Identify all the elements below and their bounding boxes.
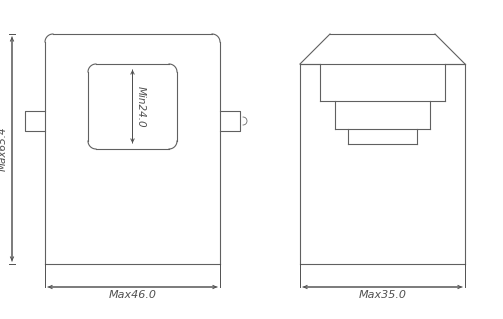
Text: Max46.0: Max46.0 (109, 290, 156, 300)
Text: Max65.4: Max65.4 (0, 127, 8, 171)
Text: Min24.0: Min24.0 (135, 86, 145, 127)
Text: Max35.0: Max35.0 (359, 290, 406, 300)
